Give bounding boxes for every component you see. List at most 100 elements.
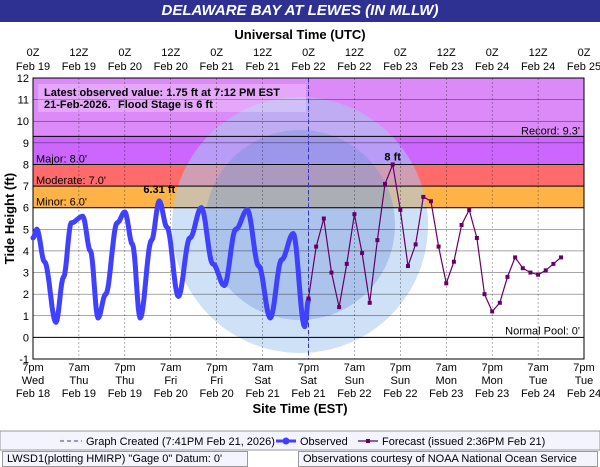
normal-pool-label: Normal Pool: 0' bbox=[505, 325, 580, 337]
observed-point bbox=[233, 226, 239, 232]
bottom-tick-time: 7am bbox=[68, 362, 89, 374]
legend-created-label: Graph Created (7:41PM Feb 21, 2026) bbox=[86, 436, 275, 448]
info-box-date: 21-Feb-2026. bbox=[44, 99, 111, 111]
observed-point bbox=[290, 231, 296, 237]
observed-point bbox=[122, 209, 128, 215]
observed-point bbox=[156, 198, 162, 204]
forecast-point bbox=[405, 264, 410, 269]
top-tick-time: 0Z bbox=[210, 47, 223, 59]
info-box-flood-stage: Flood Stage is 6 ft bbox=[118, 99, 213, 111]
observed-point bbox=[114, 220, 120, 226]
forecast-peak-label: 8 ft bbox=[384, 151, 401, 163]
bottom-tick-day: Sun bbox=[391, 375, 411, 387]
forecast-point bbox=[459, 222, 464, 227]
forecast-point bbox=[436, 244, 441, 249]
forecast-point bbox=[383, 181, 388, 186]
forecast-point bbox=[490, 309, 495, 314]
forecast-point bbox=[474, 235, 479, 240]
observed-point bbox=[95, 315, 101, 321]
forecast-point bbox=[520, 266, 525, 271]
top-tick-date: Feb 19 bbox=[62, 61, 96, 73]
top-tick-time: 0Z bbox=[27, 47, 40, 59]
y-tick-label: -1 bbox=[19, 354, 29, 366]
info-box-bg bbox=[38, 84, 306, 112]
top-tick-date: Feb 23 bbox=[429, 61, 463, 73]
bottom-tick-date: Feb 19 bbox=[108, 388, 142, 400]
bottom-tick-date: Feb 23 bbox=[475, 388, 509, 400]
observed-point bbox=[149, 237, 155, 243]
legend-observed-marker bbox=[282, 437, 290, 445]
bottom-tick-time: 7pm bbox=[298, 362, 319, 374]
top-tick-time: 12Z bbox=[529, 47, 548, 59]
bottom-tick-time: 7pm bbox=[114, 362, 135, 374]
y-tick-label: 2 bbox=[23, 289, 29, 301]
info-box-line1: Latest observed value: 1.75 ft at 7:12 P… bbox=[44, 87, 280, 99]
observed-point bbox=[175, 293, 181, 299]
observed-point bbox=[68, 220, 74, 226]
observed-point bbox=[80, 213, 86, 219]
forecast-point bbox=[536, 272, 541, 277]
top-tick-time: 0Z bbox=[118, 47, 131, 59]
forecast-point bbox=[467, 207, 472, 212]
y-tick-label: 1 bbox=[23, 311, 29, 323]
observed-point bbox=[30, 235, 36, 241]
legend-forecast-marker bbox=[366, 439, 370, 443]
forecast-point bbox=[390, 162, 395, 167]
top-tick-date: Feb 20 bbox=[154, 61, 188, 73]
y-tick-label: 0 bbox=[23, 332, 29, 344]
bottom-tick-day: Thu bbox=[115, 375, 134, 387]
major-label: Major: 8.0' bbox=[36, 153, 87, 165]
bottom-tick-day: Fri bbox=[210, 375, 223, 387]
forecast-point bbox=[421, 194, 426, 199]
forecast-point bbox=[513, 255, 518, 260]
y-tick-label: 9 bbox=[23, 138, 29, 150]
chart-title: DELAWARE BAY AT LEWES (IN MLLW) bbox=[0, 0, 600, 22]
bottom-tick-day: Sat bbox=[254, 375, 271, 387]
minor-label: Minor: 6.0' bbox=[36, 197, 87, 209]
forecast-point bbox=[314, 244, 319, 249]
bottom-tick-date: Feb 23 bbox=[429, 388, 463, 400]
forecast-series-line bbox=[307, 162, 562, 313]
top-tick-time: 12Z bbox=[161, 47, 180, 59]
observed-point bbox=[87, 248, 93, 254]
observed-point bbox=[198, 205, 204, 211]
observed-point bbox=[244, 207, 250, 213]
top-tick-date: Feb 22 bbox=[337, 61, 371, 73]
top-tick-date: Feb 22 bbox=[291, 61, 325, 73]
forecast-point bbox=[444, 281, 449, 286]
bottom-tick-date: Feb 21 bbox=[245, 388, 279, 400]
top-tick-date: Feb 20 bbox=[108, 61, 142, 73]
forecast-point bbox=[344, 261, 349, 266]
y-tick-label: 4 bbox=[23, 246, 29, 258]
observed-point bbox=[103, 291, 109, 297]
top-tick-date: Feb 19 bbox=[16, 61, 50, 73]
y-tick-label: 7 bbox=[23, 181, 29, 193]
forecast-point bbox=[482, 292, 487, 297]
bottom-axis-title: Site Time (EST) bbox=[252, 401, 347, 416]
top-tick-time: 12Z bbox=[345, 47, 364, 59]
y-tick-label: 11 bbox=[18, 95, 29, 107]
bottom-tick-day: Tue bbox=[575, 375, 594, 387]
bottom-tick-date: Feb 18 bbox=[16, 388, 50, 400]
top-tick-time: 12Z bbox=[437, 47, 456, 59]
observed-point bbox=[279, 257, 285, 263]
forecast-point bbox=[337, 305, 342, 310]
observed-point bbox=[61, 274, 67, 280]
bottom-tick-date: Feb 19 bbox=[62, 388, 96, 400]
forecast-point bbox=[528, 270, 533, 275]
observed-point bbox=[41, 259, 47, 265]
forecast-point bbox=[321, 216, 326, 221]
forecast-point bbox=[398, 207, 403, 212]
y-axis-title: Tide Height (ft) bbox=[2, 173, 17, 264]
forecast-point bbox=[451, 259, 456, 264]
bottom-tick-time: 7am bbox=[527, 362, 548, 374]
observed-point bbox=[267, 315, 273, 321]
bottom-tick-date: Feb 22 bbox=[383, 388, 417, 400]
observed-point bbox=[302, 324, 308, 330]
noaa-logo-watermark bbox=[172, 97, 428, 353]
observed-series-line bbox=[31, 198, 311, 330]
bottom-tick-time: 7am bbox=[160, 362, 181, 374]
top-tick-date: Feb 21 bbox=[245, 61, 279, 73]
bottom-tick-day: Fri bbox=[164, 375, 177, 387]
bottom-tick-day: Mon bbox=[436, 375, 457, 387]
